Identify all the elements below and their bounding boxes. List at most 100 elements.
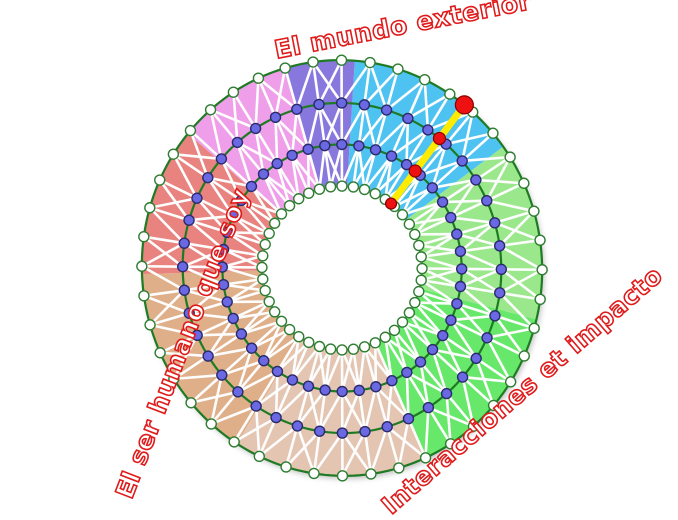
graph-node [482,333,492,343]
graph-node [404,308,414,318]
graph-node [257,262,267,272]
graph-node [294,194,304,204]
graph-node [326,344,336,354]
graph-node [314,99,324,109]
graph-node [455,246,465,256]
graph-node [271,112,281,122]
graph-node [137,261,147,271]
graph-node [410,229,420,239]
path-node-1 [386,198,397,209]
graph-node [445,89,455,99]
graph-node [145,320,155,330]
graph-node [360,185,370,195]
graph-node [537,265,547,275]
graph-node [192,193,202,203]
graph-node [438,197,448,207]
graph-node [178,262,188,272]
graph-node [285,325,295,335]
graph-node [264,228,274,238]
graph-node [232,137,242,147]
graph-node [416,275,426,285]
graph-node [394,463,404,473]
graph-node [354,385,364,395]
graph-node [535,294,545,304]
path-node-2 [409,165,421,177]
graph-node [258,251,268,261]
graph-node [222,227,232,237]
graph-node [337,55,347,65]
graph-node [260,286,270,296]
graph-node [337,181,347,191]
graph-node [155,348,165,358]
graph-node [303,381,313,391]
graph-node [259,356,269,366]
graph-node [320,141,330,151]
graph-node [365,58,375,68]
graph-node [179,285,189,295]
graph-node [410,298,420,308]
graph-node [471,353,481,363]
graph-node [370,338,380,348]
graph-node [216,154,226,164]
graph-node [251,401,261,411]
graph-node [280,63,290,73]
graph-node [387,151,397,161]
graph-node [320,385,330,395]
graph-node [403,113,413,123]
graph-node [203,351,213,361]
graph-node [186,398,196,408]
graph-node [272,159,282,169]
graph-node [258,274,268,284]
graph-node [468,421,478,431]
graph-node [535,235,545,245]
graph-node [452,299,462,309]
graph-node [246,181,256,191]
graph-node [217,370,227,380]
graph-node [184,215,194,225]
graph-node [490,218,500,228]
graph-node [414,287,424,297]
graph-node [382,105,392,115]
graph-node [264,297,274,307]
graph-node [414,240,424,250]
graph-node [457,156,467,166]
graph-node [271,413,281,423]
graph-node [420,75,430,85]
graph-node [287,375,297,385]
graph-node [458,372,468,382]
graph-node [314,184,324,194]
graph-node [169,374,179,384]
graph-node [229,437,239,447]
graph-node [253,73,263,83]
graph-node [233,387,243,397]
graph-node [185,126,195,136]
graph-node [168,149,178,159]
graph-node [247,343,257,353]
graph-node [139,291,149,301]
graph-node [482,196,492,206]
graph-node [438,331,448,341]
graph-node [490,311,500,321]
graph-node [398,317,408,327]
graph-node [236,329,246,339]
graph-node [397,210,407,220]
graph-node [428,345,438,355]
graph-node [359,100,369,110]
graph-node [360,342,370,352]
graph-node [488,128,498,138]
graph-node [416,252,426,262]
graph-node [393,64,403,74]
graph-node [427,183,437,193]
graph-node [219,244,229,254]
graph-node [529,323,539,333]
graph-node [251,123,261,133]
graph-node [259,169,269,179]
graph-node [506,377,516,387]
graph-node [217,262,227,272]
graph-node [446,439,456,449]
graph-node [442,389,452,399]
graph-node [303,144,313,154]
graph-node [260,239,270,249]
graph-node [281,462,291,472]
